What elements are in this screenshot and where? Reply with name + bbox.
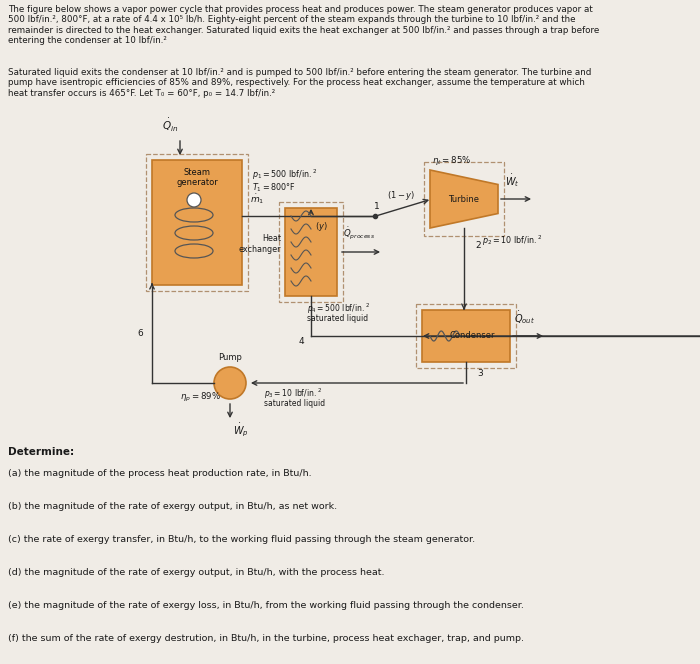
- Text: $p_3 = 10\ \mathrm{lbf/in.}^2$: $p_3 = 10\ \mathrm{lbf/in.}^2$: [264, 387, 322, 402]
- Bar: [152, 160, 242, 285]
- Bar: [424, 162, 504, 236]
- Text: $(1-y)$: $(1-y)$: [387, 189, 415, 203]
- Bar: [279, 202, 343, 302]
- Text: 6: 6: [137, 329, 143, 339]
- Text: The figure below shows a vapor power cycle that provides process heat and produc: The figure below shows a vapor power cyc…: [8, 5, 599, 45]
- Text: (b) the magnitude of the rate of exergy output, in Btu/h, as net work.: (b) the magnitude of the rate of exergy …: [8, 502, 337, 511]
- Text: saturated liquid: saturated liquid: [307, 314, 368, 323]
- Text: $p_4 = 500\ \mathrm{lbf/in.}^2$: $p_4 = 500\ \mathrm{lbf/in.}^2$: [307, 302, 370, 317]
- Text: $\dot{W}_p$: $\dot{W}_p$: [233, 421, 248, 438]
- Text: $\dot{W}_t$: $\dot{W}_t$: [505, 172, 519, 189]
- Polygon shape: [430, 170, 498, 228]
- Text: $\dot{Q}_{process}$: $\dot{Q}_{process}$: [343, 226, 375, 242]
- Text: $\dot{Q}_{out}$: $\dot{Q}_{out}$: [514, 309, 535, 326]
- Text: (a) the magnitude of the process heat production rate, in Btu/h.: (a) the magnitude of the process heat pr…: [8, 469, 312, 478]
- Text: Determine:: Determine:: [8, 447, 74, 457]
- Text: $p_2 = 10\ \mathrm{lbf/in.}^2$: $p_2 = 10\ \mathrm{lbf/in.}^2$: [482, 234, 542, 248]
- Text: 1: 1: [374, 202, 380, 210]
- Text: 4: 4: [298, 337, 304, 347]
- Bar: [285, 208, 337, 296]
- Text: Heat
exchanger: Heat exchanger: [239, 234, 281, 254]
- Text: 3: 3: [477, 369, 483, 378]
- Text: Steam
generator: Steam generator: [176, 168, 218, 187]
- Text: Pump: Pump: [218, 353, 242, 362]
- Text: (e) the magnitude of the rate of exergy loss, in Btu/h, from the working fluid p: (e) the magnitude of the rate of exergy …: [8, 601, 524, 610]
- Text: $\dot{m}_1$: $\dot{m}_1$: [250, 193, 265, 207]
- Bar: [422, 310, 510, 362]
- Text: (c) the rate of exergy transfer, in Btu/h, to the working fluid passing through : (c) the rate of exergy transfer, in Btu/…: [8, 535, 475, 544]
- Bar: [146, 154, 248, 291]
- Circle shape: [214, 367, 246, 399]
- Text: $(y)$: $(y)$: [315, 220, 328, 233]
- Text: (d) the magnitude of the rate of exergy output, in Btu/h, with the process heat.: (d) the magnitude of the rate of exergy …: [8, 568, 384, 577]
- Text: 2: 2: [475, 242, 481, 250]
- Text: $\eta_p = 89\%$: $\eta_p = 89\%$: [180, 391, 221, 404]
- Text: Saturated liquid exits the condenser at 10 lbf/in.² and is pumped to 500 lbf/in.: Saturated liquid exits the condenser at …: [8, 68, 592, 98]
- Text: Turbine: Turbine: [449, 195, 480, 203]
- Circle shape: [187, 193, 201, 207]
- Text: $\eta_t = 85\%$: $\eta_t = 85\%$: [432, 154, 471, 167]
- Text: saturated liquid: saturated liquid: [264, 399, 325, 408]
- Text: Condenser: Condenser: [449, 331, 495, 341]
- Text: $p_1 = 500\ \mathrm{lbf/in.}^2$: $p_1 = 500\ \mathrm{lbf/in.}^2$: [252, 168, 318, 183]
- Text: $\dot{Q}_{in}$: $\dot{Q}_{in}$: [162, 117, 178, 134]
- Bar: [416, 304, 516, 368]
- Text: $T_1 = 800°\mathrm{F}$: $T_1 = 800°\mathrm{F}$: [252, 182, 296, 195]
- Text: (f) the sum of the rate of exergy destrution, in Btu/h, in the turbine, process : (f) the sum of the rate of exergy destru…: [8, 634, 524, 643]
